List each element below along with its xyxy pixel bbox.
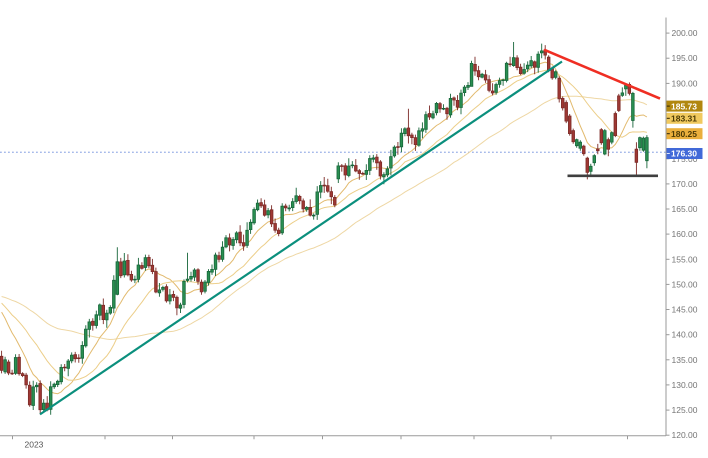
svg-text:185.73: 185.73 [671,101,697,111]
svg-text:170.00: 170.00 [672,179,698,189]
svg-text:140.00: 140.00 [672,330,698,340]
svg-text:135.00: 135.00 [672,355,698,365]
svg-text:150.00: 150.00 [672,279,698,289]
svg-text:200.00: 200.00 [672,28,698,38]
svg-text:176.30: 176.30 [671,149,697,159]
svg-text:160.00: 160.00 [672,229,698,239]
svg-text:125.00: 125.00 [672,405,698,415]
svg-text:195.00: 195.00 [672,53,698,63]
svg-text:2023: 2023 [25,440,44,450]
svg-text:120.00: 120.00 [672,430,698,440]
svg-text:190.00: 190.00 [672,78,698,88]
svg-text:145.00: 145.00 [672,305,698,315]
svg-text:183.31: 183.31 [671,114,697,124]
svg-text:180.25: 180.25 [671,129,697,139]
svg-text:130.00: 130.00 [672,380,698,390]
svg-text:165.00: 165.00 [672,204,698,214]
svg-text:155.00: 155.00 [672,254,698,264]
